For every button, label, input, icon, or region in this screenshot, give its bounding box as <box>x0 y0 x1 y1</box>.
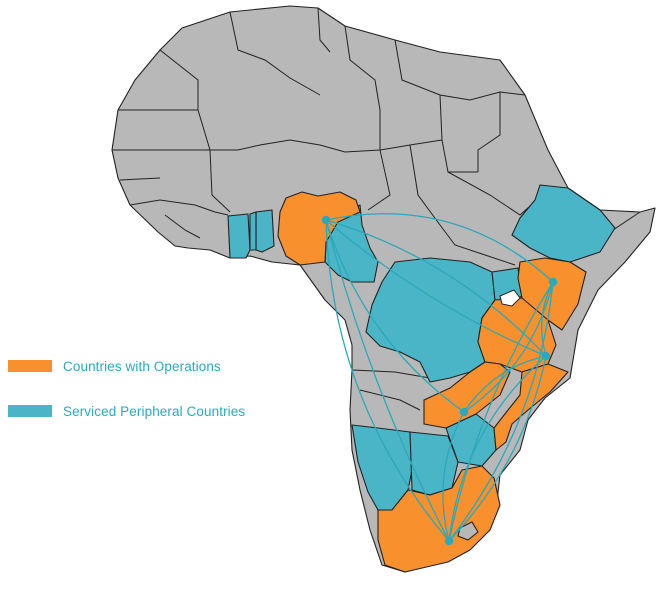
country-benin-togo <box>249 211 257 251</box>
route-lines <box>325 213 554 542</box>
legend-serviced: Serviced Peripheral Countries <box>8 401 245 421</box>
route-line <box>448 281 554 542</box>
route-line <box>325 219 547 357</box>
hub-dot-nigeria <box>321 215 331 225</box>
route-line <box>463 355 547 413</box>
country-south-africa <box>377 465 501 573</box>
office-hubs <box>321 215 558 546</box>
country-mozambique <box>493 363 569 451</box>
legend-label-operations: Countries with Operations <box>63 358 221 374</box>
lake-victoria <box>499 289 521 307</box>
hub-dot-southafrica <box>444 536 454 546</box>
country-ghana <box>255 209 275 253</box>
legend-swatch-serviced <box>8 405 52 417</box>
country-drc <box>365 257 496 383</box>
route-line <box>325 219 450 542</box>
legend-swatch-operations <box>8 360 52 372</box>
country-borders <box>112 7 641 411</box>
hub-dot-tanzania <box>541 351 551 361</box>
hub-dot-kenya <box>548 277 558 287</box>
legend-label-serviced: Serviced Peripheral Countries <box>63 403 246 419</box>
country-zambia <box>423 361 511 429</box>
route-line <box>448 355 547 542</box>
route-line <box>541 281 554 357</box>
hub-dot-zambia <box>459 407 469 417</box>
legend-operations: Countries with Operations <box>8 356 221 376</box>
route-line <box>448 281 554 542</box>
route-line <box>463 281 554 413</box>
route-line <box>448 355 547 542</box>
country-nigeria <box>277 191 361 266</box>
route-line <box>325 219 547 357</box>
route-line <box>325 219 450 542</box>
operations-countries <box>277 191 587 573</box>
route-line <box>325 213 554 283</box>
route-line <box>325 219 465 413</box>
country-ivory-coast <box>227 213 251 259</box>
route-line <box>442 411 465 542</box>
serviced-countries <box>227 184 616 511</box>
